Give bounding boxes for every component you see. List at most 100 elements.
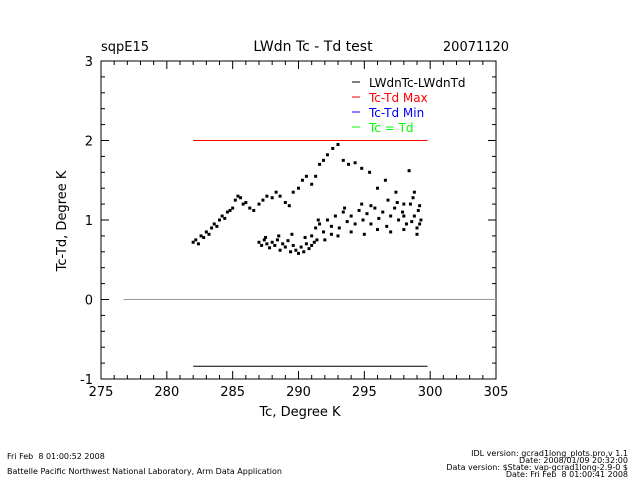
data-point [264, 235, 268, 239]
footer-data-date: Date: Fri Feb 8 01:00:41 2008 [505, 470, 628, 479]
data-point [297, 186, 300, 190]
data-point [212, 222, 216, 226]
data-point [241, 202, 245, 206]
data-point [286, 239, 290, 243]
data-point [415, 226, 419, 230]
data-point [325, 153, 329, 157]
data-point [204, 230, 208, 234]
data-point [365, 212, 369, 216]
y-tick-label: 3 [85, 55, 93, 70]
data-point [303, 235, 307, 239]
data-point [207, 232, 211, 236]
footer-idl-date: Date: 2008/01/09 20:32:00 [519, 456, 628, 465]
data-point [307, 247, 311, 251]
data-point [361, 218, 365, 222]
data-point [278, 194, 282, 198]
data-point [322, 158, 326, 162]
data-point [290, 232, 294, 236]
data-point [404, 222, 408, 226]
data-point [416, 208, 420, 212]
data-point [418, 204, 422, 208]
data-point [415, 232, 419, 236]
data-point [347, 162, 351, 166]
data-point [395, 201, 399, 205]
x-tick-label: 280 [154, 385, 179, 400]
site-label: sqpE15 [101, 40, 149, 55]
data-point [402, 214, 406, 218]
y-tick-label: 1 [85, 214, 93, 229]
data-point [202, 235, 206, 239]
data-point [239, 196, 243, 200]
data-point [277, 234, 281, 238]
data-point [270, 196, 274, 200]
data-point [252, 208, 256, 212]
data-point [304, 242, 308, 246]
data-point [262, 238, 266, 242]
plot-frame [100, 60, 497, 380]
data-point [210, 226, 214, 230]
x-tick-label: 295 [352, 385, 377, 400]
data-point [289, 250, 293, 254]
data-point [223, 216, 227, 220]
data-point [412, 214, 416, 218]
data-point [376, 186, 379, 190]
data-point [233, 198, 237, 202]
data-point [349, 230, 353, 234]
footer-idl-version: IDL version: gcrad1long_plots.pro,v 1.1 [471, 449, 628, 458]
footer-credit: Battelle Pacific Northwest National Labo… [7, 467, 282, 476]
data-point [401, 210, 405, 214]
data-point [383, 178, 387, 182]
data-point [275, 238, 279, 242]
data-point [408, 202, 412, 206]
data-point [402, 202, 406, 206]
data-point [299, 245, 303, 249]
data-point [273, 243, 277, 247]
data-point [329, 232, 333, 236]
data-point [333, 214, 337, 218]
data-point [265, 194, 269, 198]
data-point [345, 220, 349, 224]
data-point [312, 240, 316, 244]
data-point [287, 204, 291, 208]
footer-data-version: Data version: $State: vap-gcrad1long-2.9… [446, 463, 628, 472]
data-point [268, 246, 272, 250]
data-point [257, 240, 261, 244]
data-point [231, 206, 235, 210]
legend-label: Tc = Td [368, 121, 414, 135]
legend-label: Tc-Td Max [368, 91, 428, 105]
data-point [397, 218, 401, 222]
data-point [318, 222, 322, 226]
data-point [220, 214, 224, 218]
data-point [353, 222, 357, 226]
data-point [343, 206, 347, 210]
date-label: 20071120 [443, 40, 509, 55]
data-point [322, 230, 326, 234]
data-point [257, 202, 261, 206]
data-point [244, 201, 248, 205]
data-point [386, 198, 390, 202]
data-point [331, 146, 335, 150]
data-point [341, 210, 345, 214]
data-point [376, 228, 379, 232]
data-point [314, 174, 318, 178]
y-tick-label: 0 [85, 294, 93, 309]
data-point [228, 208, 232, 212]
data-point [369, 204, 373, 208]
data-point [315, 238, 319, 242]
legend-label: LWdnTc-LWdnTd [369, 76, 466, 90]
x-tick-label: 300 [418, 385, 443, 400]
data-point [215, 224, 219, 228]
x-tick-label: 305 [484, 385, 509, 400]
data-point [316, 218, 320, 222]
data-point [418, 222, 422, 226]
data-point [310, 243, 314, 247]
data-point [393, 206, 397, 210]
data-point [411, 196, 415, 200]
data-point [373, 206, 377, 210]
data-point [283, 245, 287, 249]
data-point [349, 214, 353, 218]
legend-label: Tc-Td Min [368, 106, 424, 120]
data-point [291, 190, 295, 194]
x-tick-label: 285 [220, 385, 245, 400]
data-point [402, 228, 406, 232]
